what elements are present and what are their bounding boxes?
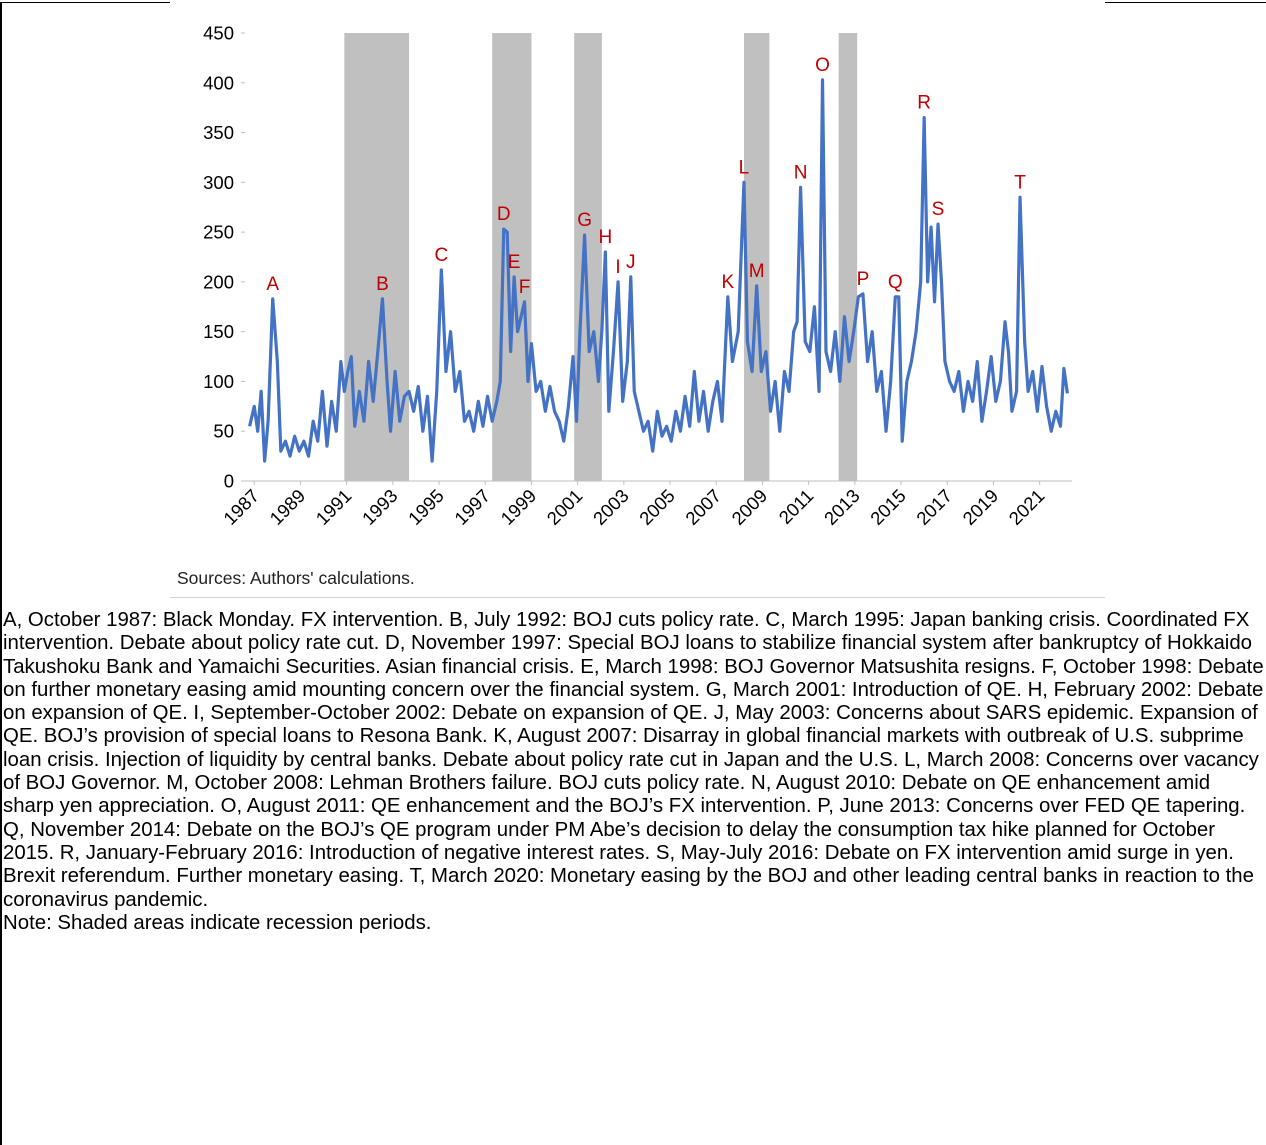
source-note: Sources: Authors' calculations.	[177, 568, 415, 588]
annotation-label: A	[266, 274, 279, 295]
x-tick-label: 1997	[450, 485, 494, 529]
annotation-label: N	[794, 162, 808, 183]
annotation-label: C	[434, 245, 448, 266]
annotation-label: I	[615, 257, 620, 278]
y-tick-label: 100	[203, 371, 234, 392]
y-tick-label: 200	[203, 271, 234, 292]
annotation-label: T	[1014, 172, 1026, 193]
line-layer	[248, 78, 1069, 463]
annotation-label: E	[508, 252, 521, 273]
annotation-label: J	[626, 252, 636, 273]
x-tick-label: 2017	[912, 485, 956, 529]
x-tick-label: 2007	[681, 485, 725, 529]
annotation-label: R	[917, 93, 931, 114]
y-tick-label: 300	[203, 172, 234, 193]
annotation-label: L	[739, 157, 750, 178]
recession-band	[492, 33, 532, 481]
frame-border	[0, 2, 170, 3]
x-tick-label: 2015	[866, 485, 910, 529]
x-tick-label: 2019	[958, 485, 1002, 529]
annotation-label: D	[497, 204, 511, 225]
annotation-label: B	[376, 274, 389, 295]
y-tick-label: 150	[203, 321, 234, 342]
x-tick-label: 1999	[496, 485, 540, 529]
x-tick-label: 2003	[589, 485, 633, 529]
recession-layer	[344, 33, 858, 481]
x-tick-label: 1995	[404, 485, 448, 529]
annotation-label: H	[599, 227, 613, 248]
notes-footnote: Note: Shaded areas indicate recession pe…	[3, 911, 432, 934]
annotation-label: G	[577, 210, 592, 231]
recession-band	[574, 33, 602, 481]
y-tick-label: 450	[203, 23, 234, 44]
notes: A, October 1987: Black Monday. FX interv…	[3, 609, 1265, 935]
x-tick-label: 2001	[543, 485, 587, 529]
annotation-label: F	[519, 277, 531, 298]
x-tick-label: 1989	[265, 485, 309, 529]
x-tick-label: 1987	[219, 485, 263, 529]
annotation-label: O	[815, 55, 830, 76]
x-tick-label: 1993	[358, 485, 402, 529]
x-tick-label: 2009	[727, 485, 771, 529]
frame-border	[0, 2, 2, 1145]
y-tick-label: 250	[203, 222, 234, 243]
annotation-layer: A B C D EF GHI J K L M N O P Q R S T	[266, 55, 1026, 298]
divider	[170, 597, 1105, 598]
x-tick-label: 2005	[635, 485, 679, 529]
annotation-label: K	[721, 272, 734, 293]
annotation-label: M	[749, 261, 765, 282]
y-tick-label: 400	[203, 72, 234, 93]
x-tick-label: 2013	[820, 485, 864, 529]
notes-text: A, October 1987: Black Monday. FX interv…	[3, 609, 1264, 911]
annotation-label: S	[932, 199, 945, 220]
frame-border	[1105, 2, 1266, 3]
series-line	[248, 78, 1069, 463]
y-tick-label: 50	[213, 421, 234, 442]
recession-band	[743, 33, 770, 481]
y-tick-label: 0	[224, 471, 234, 492]
annotation-label: P	[857, 269, 870, 290]
recession-band	[838, 33, 858, 481]
annotation-label: Q	[888, 272, 903, 293]
y-tick-label: 350	[203, 122, 234, 143]
x-tick-label: 1991	[312, 485, 356, 529]
x-tick-label: 2011	[774, 485, 817, 528]
x-tick-label: 2021	[1005, 485, 1049, 529]
